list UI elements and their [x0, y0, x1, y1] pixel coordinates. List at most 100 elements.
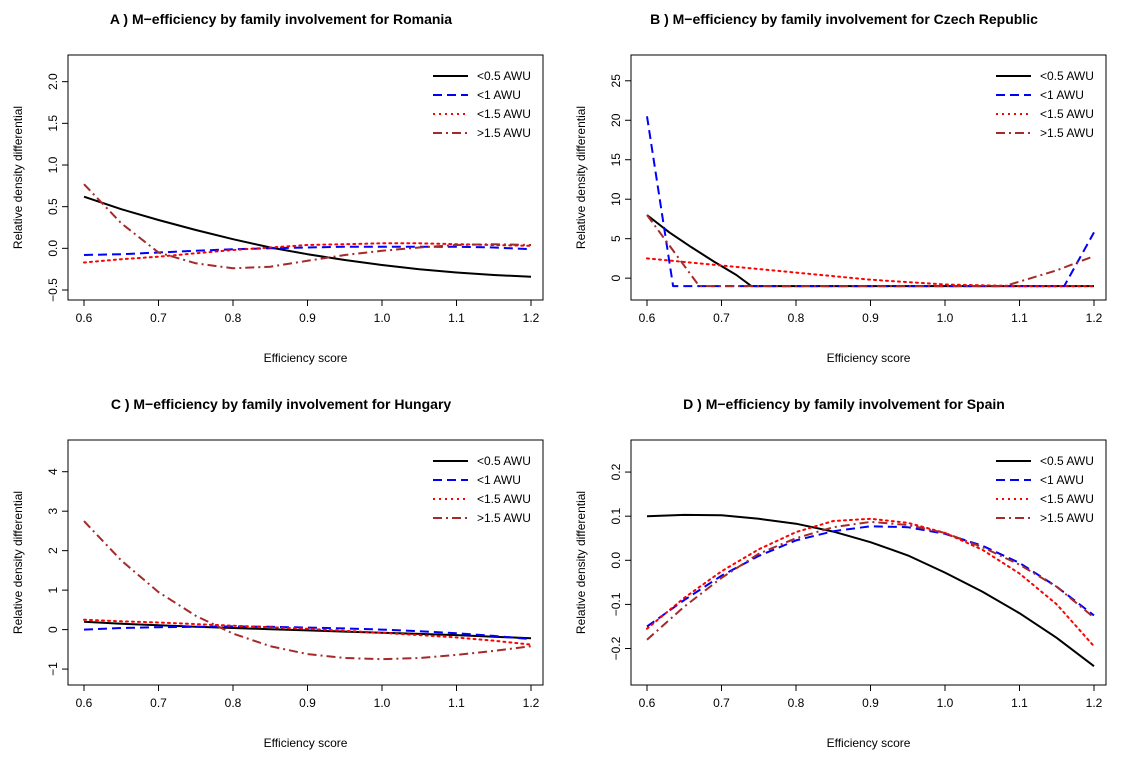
- y-tick-label: 2.0: [46, 73, 60, 90]
- series-line--1-5-awu: [83, 183, 532, 270]
- x-tick-label: 0.9: [862, 311, 879, 325]
- y-tick-label: 5: [609, 235, 623, 242]
- x-axis-label: Efficiency score: [264, 351, 348, 365]
- x-tick-label: 1.2: [523, 311, 540, 325]
- x-tick-label: 0.6: [639, 311, 656, 325]
- y-tick-label: −0.1: [609, 592, 623, 616]
- series-line--1-5-awu: [83, 520, 532, 661]
- y-tick-label: 0.0: [46, 240, 60, 257]
- series-group: [83, 183, 532, 278]
- legend-label: <1 AWU: [1040, 473, 1084, 487]
- legend-label: <0.5 AWU: [1040, 454, 1094, 468]
- chart-c-svg: C ) M−efficiency by family involvement f…: [11, 396, 544, 750]
- y-tick-label: 25: [609, 74, 623, 88]
- x-tick-label: 1.2: [1086, 696, 1103, 710]
- legend-label: >1.5 AWU: [477, 126, 531, 140]
- series-line--1-awu: [646, 116, 1095, 288]
- chart-title: D ) M−efficiency by family involvement f…: [683, 396, 1005, 412]
- plot-area-frame: [67, 439, 544, 686]
- x-tick-label: 1.1: [448, 696, 465, 710]
- y-tick-label: 10: [609, 192, 623, 206]
- series-group: [646, 513, 1095, 667]
- x-tick-label: 0.7: [150, 311, 167, 325]
- y-tick-label: −0.2: [609, 636, 623, 660]
- series-line--0-5-awu: [646, 214, 1094, 288]
- chart-a-svg: A ) M−efficiency by family involvement f…: [11, 11, 544, 365]
- x-tick-label: 0.6: [76, 696, 93, 710]
- series-group: [646, 116, 1095, 288]
- y-tick-label: 1: [46, 586, 60, 593]
- x-tick-label: 0.8: [225, 311, 242, 325]
- x-tick-label: 0.9: [862, 696, 879, 710]
- x-tick-label: 0.7: [713, 311, 730, 325]
- plot-area-frame: [67, 54, 544, 301]
- legend-label: <1 AWU: [477, 88, 521, 102]
- chart-d-svg: D ) M−efficiency by family involvement f…: [574, 396, 1107, 750]
- y-tick-label: 0.5: [46, 198, 60, 215]
- y-tick-label: 1.5: [46, 115, 60, 132]
- x-tick-label: 0.8: [788, 311, 805, 325]
- series-line--1-5-awu: [646, 520, 1095, 641]
- y-axis-label: Relative density differential: [11, 106, 25, 249]
- y-tick-label: −1: [46, 662, 60, 676]
- legend-label: <0.5 AWU: [1040, 69, 1094, 83]
- x-tick-label: 1.0: [374, 311, 391, 325]
- x-tick-label: 1.0: [374, 696, 391, 710]
- legend-label: >1.5 AWU: [1040, 126, 1094, 140]
- x-tick-label: 1.2: [523, 696, 540, 710]
- x-tick-label: 0.8: [788, 696, 805, 710]
- legend-label: <0.5 AWU: [477, 454, 531, 468]
- y-tick-label: 15: [609, 153, 623, 167]
- legend-label: >1.5 AWU: [1040, 511, 1094, 525]
- x-tick-label: 1.1: [1011, 696, 1028, 710]
- y-axis-label: Relative density differential: [574, 491, 588, 634]
- panel-d: D ) M−efficiency by family involvement f…: [563, 385, 1125, 769]
- chart-title: C ) M−efficiency by family involvement f…: [111, 396, 452, 412]
- legend-label: <1.5 AWU: [1040, 492, 1094, 506]
- x-tick-label: 0.6: [639, 696, 656, 710]
- panel-a: A ) M−efficiency by family involvement f…: [0, 0, 562, 384]
- plot-area-frame: [630, 439, 1107, 686]
- y-tick-label: 0.0: [609, 552, 623, 569]
- chart-b-svg: B ) M−efficiency by family involvement f…: [574, 11, 1107, 365]
- x-tick-label: 0.7: [150, 696, 167, 710]
- y-tick-label: 0: [46, 626, 60, 633]
- series-line--1-5-awu: [83, 618, 532, 646]
- x-tick-label: 1.2: [1086, 311, 1103, 325]
- y-tick-label: 3: [46, 508, 60, 515]
- legend-label: <1.5 AWU: [1040, 107, 1094, 121]
- x-axis-label: Efficiency score: [264, 736, 348, 750]
- chart-title: A ) M−efficiency by family involvement f…: [110, 11, 452, 27]
- legend-label: <1.5 AWU: [477, 492, 531, 506]
- series-line--0-5-awu: [646, 513, 1095, 667]
- panel-b: B ) M−efficiency by family involvement f…: [563, 0, 1125, 384]
- legend-label: <1 AWU: [477, 473, 521, 487]
- y-tick-label: 4: [46, 468, 60, 475]
- x-tick-label: 1.1: [1011, 311, 1028, 325]
- x-axis-label: Efficiency score: [827, 736, 911, 750]
- x-tick-label: 1.0: [937, 311, 954, 325]
- x-tick-label: 0.9: [299, 696, 316, 710]
- legend-label: <1.5 AWU: [477, 107, 531, 121]
- series-group: [83, 520, 532, 661]
- x-tick-label: 0.7: [713, 696, 730, 710]
- y-tick-label: −0.5: [46, 278, 60, 302]
- legend-label: >1.5 AWU: [477, 511, 531, 525]
- legend-label: <0.5 AWU: [477, 69, 531, 83]
- y-tick-label: 0.2: [609, 463, 623, 480]
- x-tick-label: 1.1: [448, 311, 465, 325]
- series-line--1-awu: [83, 625, 532, 641]
- y-axis-label: Relative density differential: [574, 106, 588, 249]
- series-line--1-5-awu: [646, 257, 1095, 288]
- x-tick-label: 0.8: [225, 696, 242, 710]
- y-tick-label: 0: [609, 275, 623, 282]
- legend-label: <1 AWU: [1040, 88, 1084, 102]
- x-axis-label: Efficiency score: [827, 351, 911, 365]
- y-tick-label: 1.0: [46, 156, 60, 173]
- x-tick-label: 0.9: [299, 311, 316, 325]
- chart-title: B ) M−efficiency by family involvement f…: [650, 11, 1038, 27]
- y-tick-label: 2: [46, 547, 60, 554]
- panel-c: C ) M−efficiency by family involvement f…: [0, 385, 562, 769]
- x-tick-label: 0.6: [76, 311, 93, 325]
